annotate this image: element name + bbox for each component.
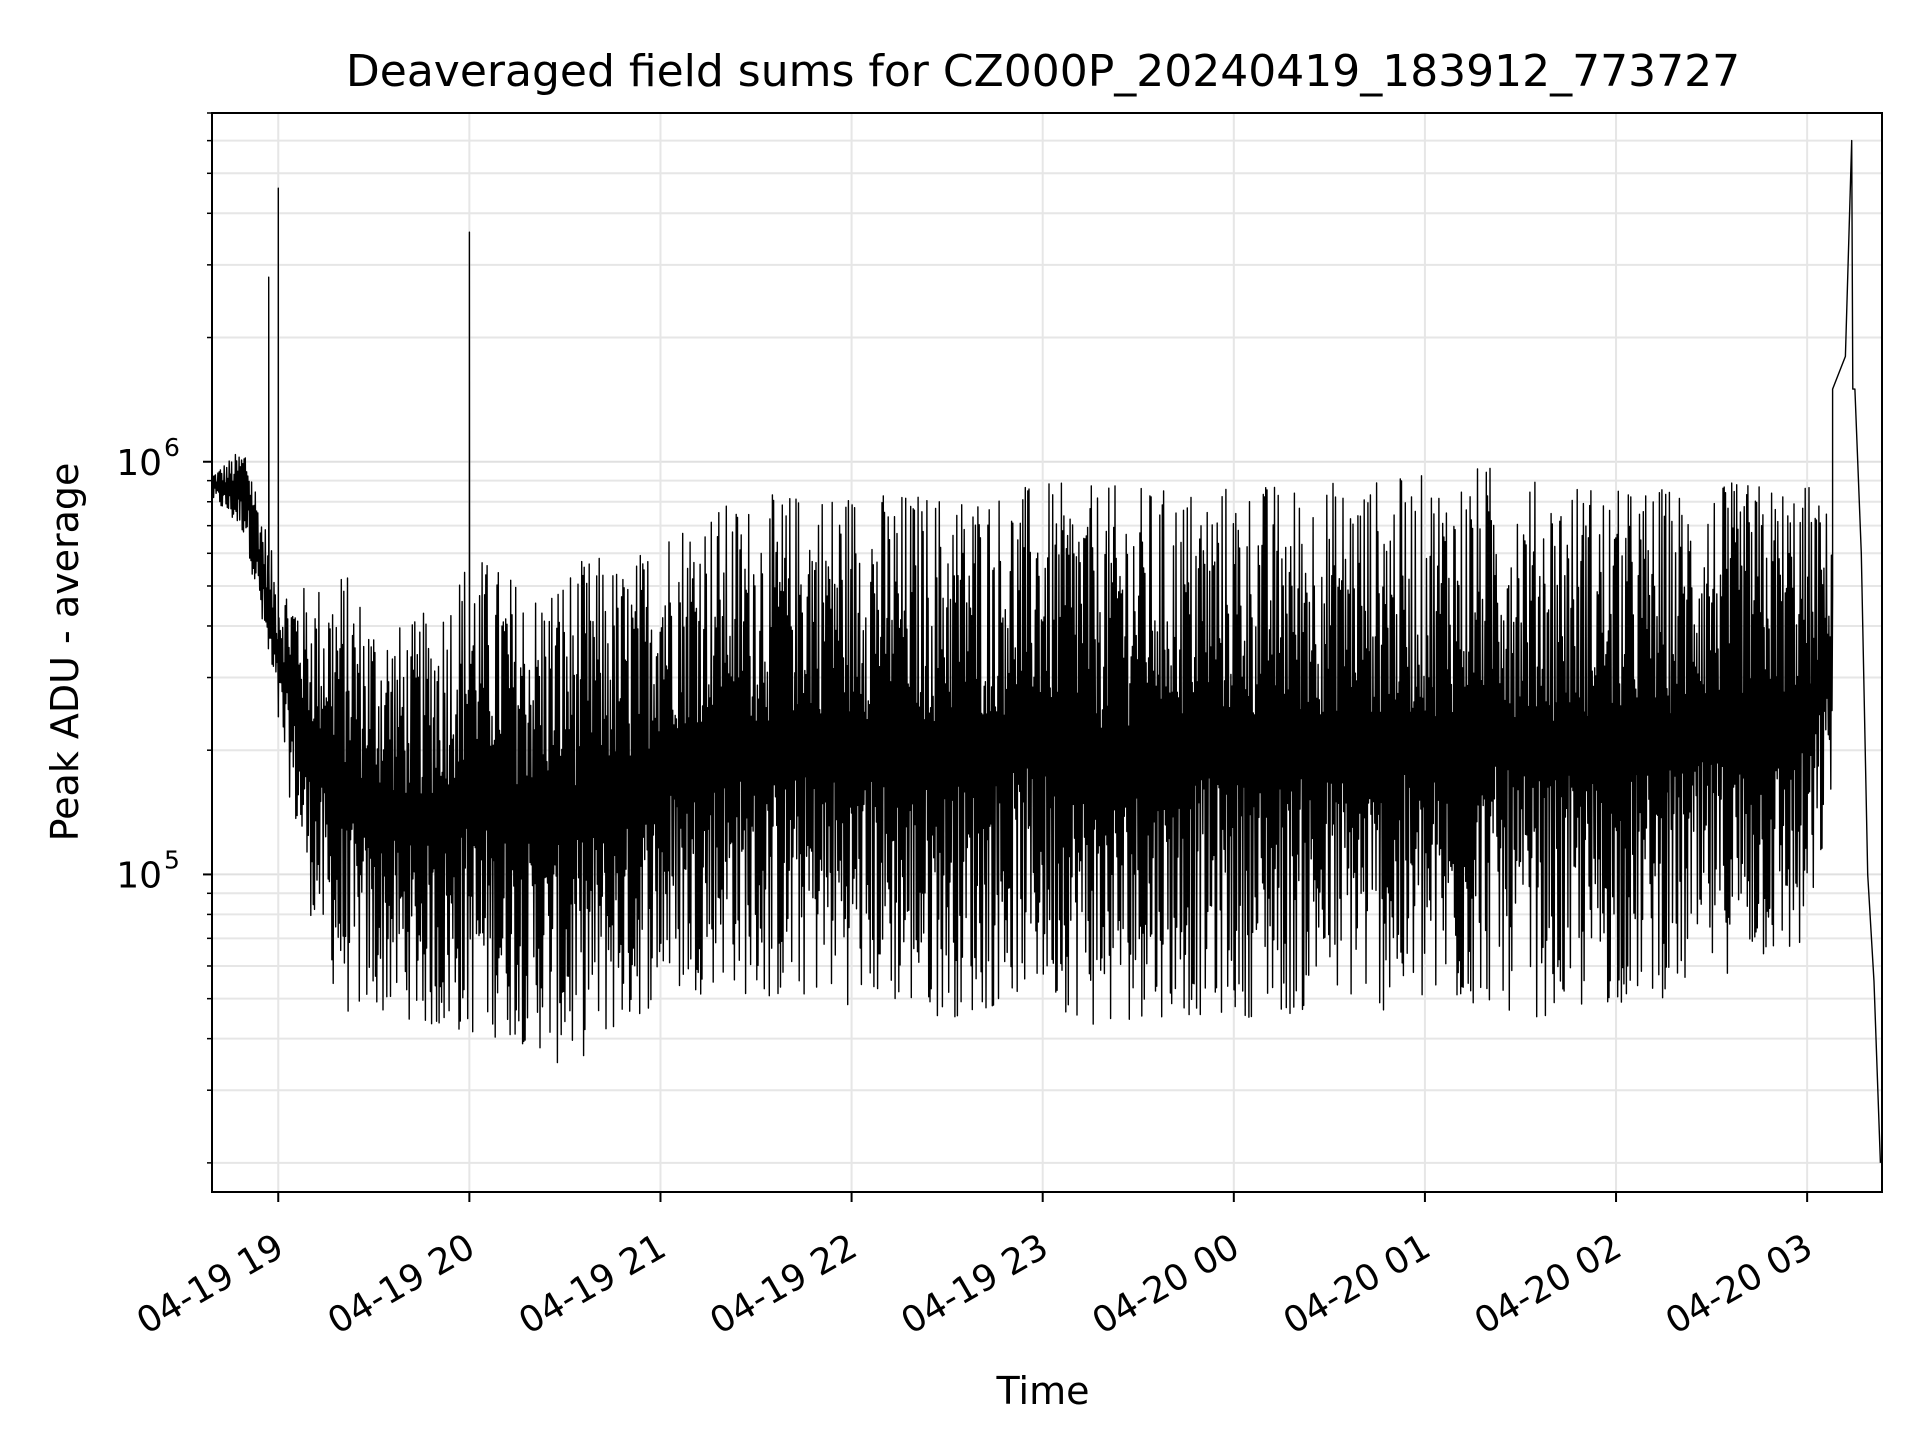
series-line: [212, 139, 1882, 1163]
plot-area: [212, 139, 1882, 1163]
x-axis-label: Time: [996, 1369, 1090, 1413]
plot-frame: [211, 112, 1883, 1193]
y-tick-exponent: 6: [164, 433, 180, 462]
y-tick-exponent: 5: [164, 845, 180, 874]
y-axis-label: Peak ADU - average: [43, 463, 87, 842]
chart-title: Deaveraged field sums for CZ000P_2024041…: [346, 46, 1740, 97]
y-tick-label: 10: [116, 855, 162, 896]
y-tick-label: 10: [116, 443, 162, 484]
